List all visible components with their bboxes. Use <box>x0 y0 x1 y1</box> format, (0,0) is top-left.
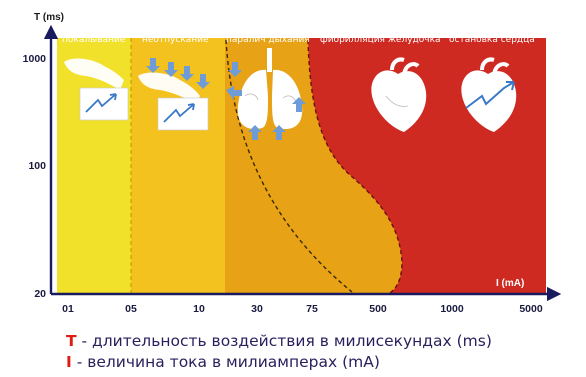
heart-icon <box>371 57 427 132</box>
zone-respiratory-paralysis <box>225 38 402 294</box>
hand-press-icon <box>138 58 210 131</box>
boundary-dash-3 <box>307 39 403 295</box>
x-tick-label: 5000 <box>519 303 543 315</box>
zone-label: покалывание <box>62 35 126 45</box>
legend-t-text: - длительность воздействия в милисекунда… <box>76 332 492 350</box>
boundary-dash-2 <box>225 39 353 293</box>
y-axis-label: T (ms) <box>34 12 64 23</box>
hand-shock-icon <box>64 58 129 121</box>
zone-label: неотпускание <box>142 35 209 45</box>
zone-label: паралич дыхания <box>226 35 310 45</box>
x-tick-label: 1000 <box>440 303 464 315</box>
zone-label: остановка сердца <box>449 35 535 45</box>
x-tick-label: 01 <box>62 303 74 315</box>
legend-duration: T - длительность воздействия в милисекун… <box>66 332 492 350</box>
x-tick-label: 05 <box>125 303 137 315</box>
chart: покалывание неотпускание паралич дыхания… <box>23 12 562 315</box>
legend-current: I - величина тока в милиамперах (mA) <box>66 353 380 371</box>
x-axis-label: I (mA) <box>496 278 524 289</box>
x-tick-label: 30 <box>251 303 263 315</box>
y-tick-label: 20 <box>34 288 46 300</box>
x-tick-label: 500 <box>369 303 387 315</box>
zone-label: фибрилляция желудочка <box>320 35 441 45</box>
lungs-icon <box>226 48 306 140</box>
legend-i-text: - величина тока в милиамперах (mA) <box>71 353 380 371</box>
legend-t-key: T <box>66 332 77 350</box>
x-tick-label: 75 <box>306 303 318 315</box>
x-tick-label: 10 <box>193 303 205 315</box>
y-tick-label: 100 <box>28 160 46 172</box>
legend-i-key: I <box>66 353 72 371</box>
y-tick-label: 1000 <box>23 53 47 65</box>
heart-shock-icon <box>461 57 517 132</box>
